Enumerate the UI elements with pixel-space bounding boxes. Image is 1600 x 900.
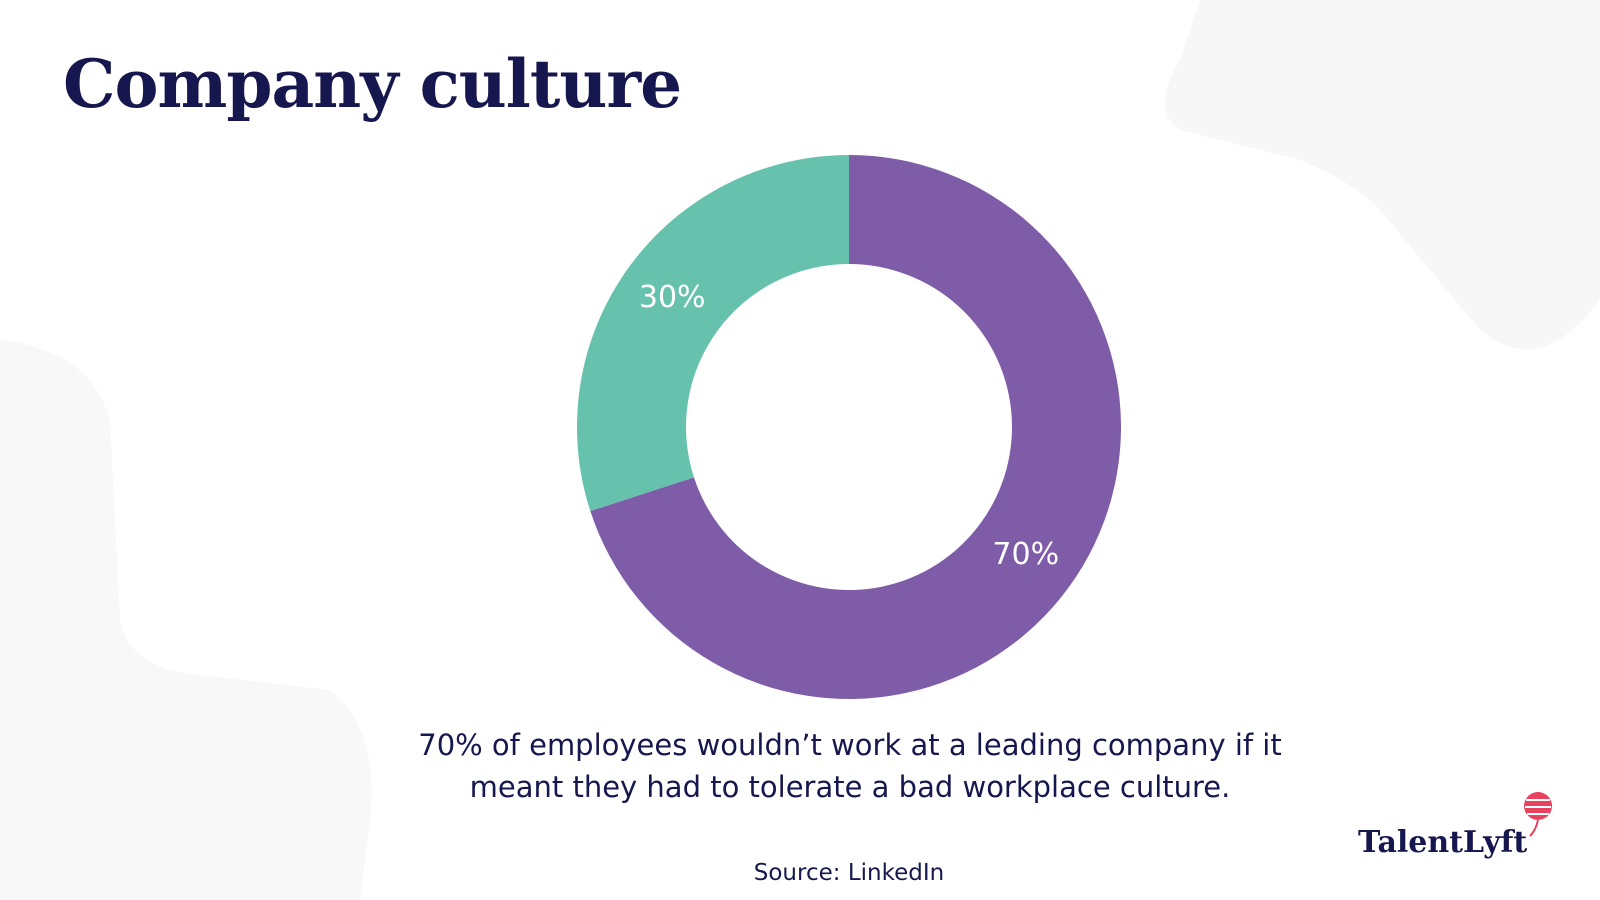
- logo-stripes: [1525, 799, 1551, 815]
- donut-slice: [590, 155, 1121, 699]
- caption: 70% of employees wouldn’t work at a lead…: [418, 728, 1282, 804]
- chart-title: Company culture: [63, 45, 681, 123]
- source: Source: LinkedIn: [753, 860, 945, 886]
- donut-slice: [576, 155, 849, 512]
- brand-logo: TalentLyft: [1358, 792, 1552, 860]
- background-shape: [0, 340, 372, 900]
- brand-name: TalentLyft: [1358, 825, 1527, 860]
- donut-chart: 70% 30%: [576, 155, 1121, 699]
- background-shape: [1165, 0, 1600, 350]
- slice-label: 70%: [992, 537, 1059, 572]
- logo-string: [1529, 819, 1539, 837]
- slice-label: 30%: [639, 280, 706, 315]
